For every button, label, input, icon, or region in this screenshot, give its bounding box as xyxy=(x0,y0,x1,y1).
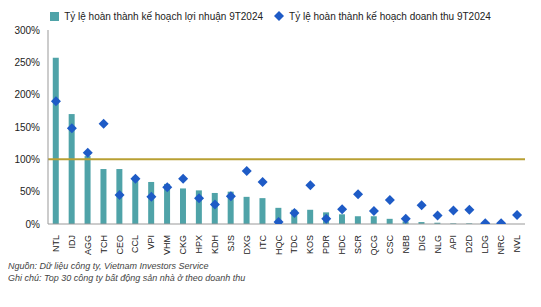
svg-text:NVL: NVL xyxy=(512,235,522,253)
svg-text:CEO: CEO xyxy=(115,235,125,255)
svg-text:HQC: HQC xyxy=(274,235,284,256)
svg-text:50%: 50% xyxy=(20,186,40,197)
html-text:Nguồn: Dữ liệu công ty, Vietna: Nguồn: Dữ liệu công ty, Vietnam Investor… xyxy=(8,261,209,271)
svg-text:NBB: NBB xyxy=(401,235,411,254)
svg-text:HPX: HPX xyxy=(194,235,204,254)
svg-text:PDR: PDR xyxy=(321,235,331,255)
svg-text:150%: 150% xyxy=(14,122,40,133)
svg-text:NRC: NRC xyxy=(496,235,506,255)
svg-text:200%: 200% xyxy=(14,89,40,100)
svg-text:KDH: KDH xyxy=(210,235,220,254)
svg-text:LDG: LDG xyxy=(480,235,490,254)
svg-text:HDC: HDC xyxy=(337,235,347,255)
html-text:Tỷ lệ hoàn thành kế hoạch lợi: Tỷ lệ hoàn thành kế hoạch lợi nhuận 9T20… xyxy=(64,10,263,22)
html-text:Ghi chú: Top 30 công ty bất độ: Ghi chú: Top 30 công ty bất động sản nhà… xyxy=(8,273,246,283)
svg-text:AGG: AGG xyxy=(83,235,93,255)
svg-text:VPI: VPI xyxy=(146,235,156,250)
svg-text:SJS: SJS xyxy=(226,235,236,252)
svg-text:100%: 100% xyxy=(14,154,40,165)
svg-text:DIG: DIG xyxy=(417,235,427,251)
svg-text:TCH: TCH xyxy=(99,235,109,254)
svg-text:ITC: ITC xyxy=(258,235,268,250)
svg-text:DXG: DXG xyxy=(242,235,252,255)
svg-text:CSC: CSC xyxy=(385,235,395,255)
svg-text:SCR: SCR xyxy=(353,235,363,255)
svg-text:QCG: QCG xyxy=(369,235,379,256)
svg-text:CCL: CCL xyxy=(130,235,140,253)
svg-text:0%: 0% xyxy=(26,219,41,230)
svg-text:CKG: CKG xyxy=(178,235,188,255)
svg-text:D2D: D2D xyxy=(464,235,474,254)
svg-text:NLG: NLG xyxy=(433,235,443,254)
svg-text:250%: 250% xyxy=(14,57,40,68)
svg-text:KOS: KOS xyxy=(305,235,315,254)
svg-text:VHM: VHM xyxy=(162,235,172,255)
html-text:Tỷ lệ hoàn thành kế hoạch doan: Tỷ lệ hoàn thành kế hoạch doanh thu 9T20… xyxy=(289,10,491,22)
svg-text:TDC: TDC xyxy=(289,235,299,254)
svg-text:IDJ: IDJ xyxy=(67,235,77,249)
svg-text:API: API xyxy=(448,235,458,250)
svg-text:300%: 300% xyxy=(14,25,40,36)
svg-text:NTL: NTL xyxy=(51,235,61,252)
